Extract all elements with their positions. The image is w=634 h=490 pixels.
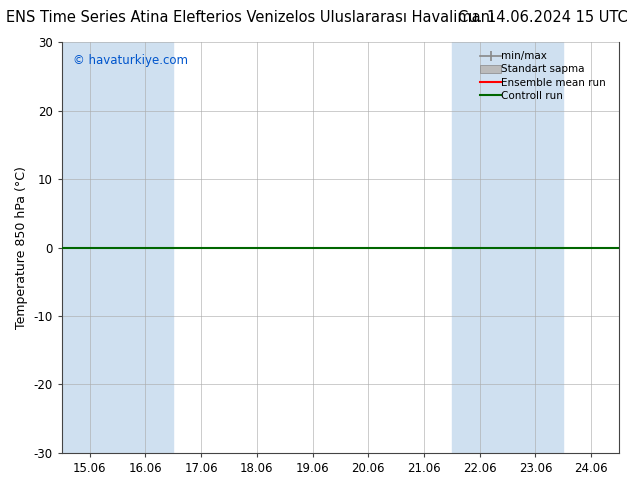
Bar: [62, 42, 117, 453]
Bar: [452, 42, 508, 453]
Text: Cu. 14.06.2024 15 UTC: Cu. 14.06.2024 15 UTC: [458, 10, 628, 25]
Bar: [117, 42, 173, 453]
Bar: [508, 42, 563, 453]
Y-axis label: Temperature 850 hPa (°C): Temperature 850 hPa (°C): [15, 166, 28, 329]
Legend: min/max, Standart sapma, Ensemble mean run, Controll run: min/max, Standart sapma, Ensemble mean r…: [480, 51, 611, 101]
Text: ENS Time Series Atina Elefterios Venizelos Uluslararası Havalimanı: ENS Time Series Atina Elefterios Venizel…: [6, 10, 495, 25]
Text: © havaturkiye.com: © havaturkiye.com: [73, 54, 188, 68]
